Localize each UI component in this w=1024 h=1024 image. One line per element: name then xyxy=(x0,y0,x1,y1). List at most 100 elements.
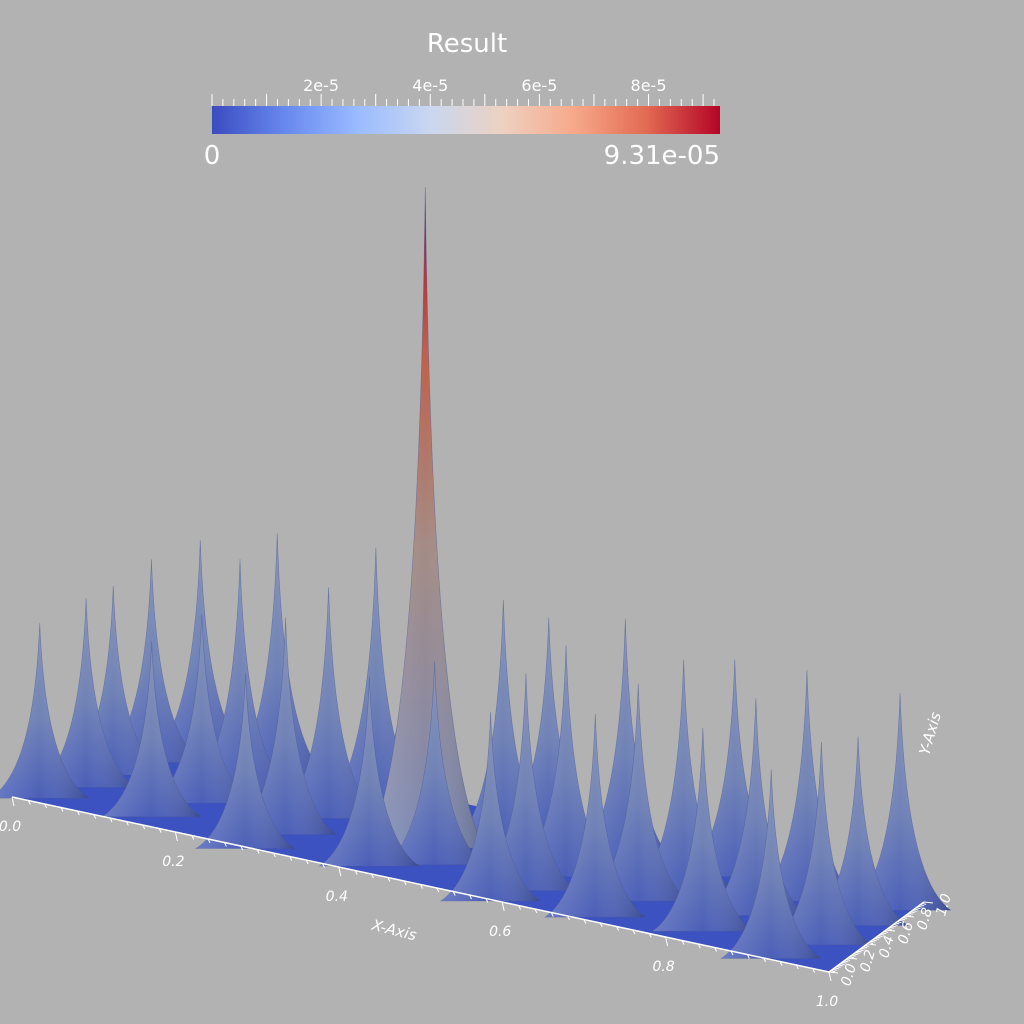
y-axis-tick-mark xyxy=(887,928,893,931)
x-axis-tick-mark xyxy=(599,922,603,928)
y-axis-tick-mark xyxy=(885,929,896,932)
x-axis-tick-mark xyxy=(567,915,571,921)
y-axis-tick-mark xyxy=(916,907,921,910)
colorbar-max-label: 9.31e-05 xyxy=(604,141,720,171)
x-axis-tick-mark xyxy=(632,929,636,935)
x-axis-tick-mark xyxy=(207,838,211,844)
x-axis-tick-mark xyxy=(648,933,652,938)
x-axis-tick-mark xyxy=(142,824,146,830)
x-axis-tick-label: 0.6 xyxy=(489,924,511,940)
y-axis-tick-mark xyxy=(883,930,889,933)
y-axis-tick-mark xyxy=(882,932,887,935)
y-axis-tick-mark xyxy=(868,942,874,945)
y-axis-tick-mark xyxy=(872,939,877,942)
y-axis-tick-mark xyxy=(902,916,908,919)
y-axis-tick-mark xyxy=(870,940,875,943)
x-axis-tick-mark xyxy=(93,814,97,819)
x-axis-tick-mark xyxy=(272,852,276,858)
x-axis-tick-mark xyxy=(109,817,113,823)
x-axis-tick-mark xyxy=(354,870,358,875)
x-axis-tick-mark xyxy=(27,800,31,805)
surface-max-peak xyxy=(364,187,486,849)
colorbar-title: Result xyxy=(427,29,507,59)
y-axis-tick-mark xyxy=(876,936,881,939)
y-axis-tick-mark xyxy=(921,902,927,905)
x-axis-tick-mark xyxy=(125,821,129,826)
y-axis-tick-mark xyxy=(842,961,847,964)
y-axis-tick-mark xyxy=(874,937,879,940)
surface-plot xyxy=(0,187,952,972)
x-axis-tick-mark xyxy=(338,866,342,877)
x-axis-tick-mark xyxy=(452,891,456,896)
surface-peak xyxy=(150,614,253,804)
x-axis-ticks: 0.0 0.2 0.4 0.6 0.8 1.0 xyxy=(0,796,838,1010)
y-axis-tick-mark xyxy=(844,960,849,963)
y-axis-tick-mark xyxy=(855,951,860,954)
y-axis-tick-label: 1.0 xyxy=(933,892,955,918)
colorbar: Result 2e-5 4e-5 6e-5 8e-5 0 9.31e-05 xyxy=(204,29,720,171)
x-axis-tick-mark xyxy=(550,912,554,917)
surface-peak xyxy=(100,641,203,817)
x-axis-tick-label: 0.8 xyxy=(652,959,674,975)
x-axis-tick-mark xyxy=(779,961,783,966)
colorbar-gradient xyxy=(212,106,720,134)
y-axis-tick-mark xyxy=(830,970,836,973)
surface-peak xyxy=(755,669,859,902)
y-axis-tick-mark xyxy=(853,953,858,956)
x-axis-tick-mark xyxy=(812,968,816,973)
x-axis-tick-mark xyxy=(174,831,178,842)
y-axis-tick-label: 0.4 xyxy=(876,934,898,960)
x-axis-tick-mark xyxy=(518,905,521,910)
y-axis-tick-mark xyxy=(880,933,885,936)
y-axis-tick-mark xyxy=(834,967,839,970)
x-axis-tick-mark xyxy=(387,877,391,882)
surface-peak xyxy=(35,598,138,788)
surface-peak xyxy=(439,712,542,902)
colorbar-tick-label: 4e-5 xyxy=(412,76,448,95)
x-axis-tick-mark xyxy=(485,898,489,903)
y-axis-tick-mark xyxy=(878,935,883,938)
x-axis-tick-mark xyxy=(697,943,701,949)
y-axis-tick-mark xyxy=(849,956,855,959)
y-axis-tick-mark xyxy=(857,950,862,953)
colorbar-ticks: 2e-5 4e-5 6e-5 8e-5 xyxy=(211,76,715,106)
surface-peak xyxy=(704,698,808,916)
y-axis-tick-mark xyxy=(914,908,919,911)
y-axis-tick-mark xyxy=(893,923,898,926)
x-axis-tick-mark xyxy=(746,954,750,959)
x-axis-tick-label: 0.0 xyxy=(0,819,21,835)
y-axis-tick-mark xyxy=(920,904,925,907)
x-axis-tick-mark xyxy=(469,894,472,900)
y-axis-tick-label: 0.8 xyxy=(914,906,936,932)
x-axis-tick-mark xyxy=(501,901,505,912)
y-axis-tick-mark xyxy=(832,968,837,971)
y-axis-tick-mark xyxy=(899,919,904,922)
y-axis-title: Y-Axis xyxy=(916,710,945,757)
y-axis-tick-mark xyxy=(889,926,894,929)
y-axis-tick-mark xyxy=(897,921,902,924)
y-axis-tick-mark xyxy=(904,915,915,918)
y-axis-tick-label: 0.2 xyxy=(857,948,879,974)
y-axis-tick-mark xyxy=(828,971,839,974)
y-axis-tick-mark xyxy=(847,957,858,960)
y-axis-tick-mark xyxy=(859,949,864,952)
x-axis-tick-mark xyxy=(322,863,325,868)
y-axis-tick-mark xyxy=(864,944,870,947)
x-axis-tick-mark xyxy=(403,880,407,886)
y-axis-tick-mark xyxy=(923,901,934,904)
x-axis-tick-mark xyxy=(795,964,799,970)
x-axis-tick-mark xyxy=(191,835,195,840)
y-axis-tick-mark xyxy=(851,954,856,957)
surface-peak xyxy=(720,769,823,959)
y-axis-tick-mark xyxy=(908,912,913,915)
y-axis-ticks: 0.00.20.40.60.81.0 xyxy=(828,892,955,988)
y-axis-tick-label: 0.6 xyxy=(895,920,917,946)
colorbar-tick-label: 2e-5 xyxy=(303,76,339,95)
x-axis-tick-mark xyxy=(763,957,767,963)
colorbar-min-label: 0 xyxy=(204,141,221,171)
x-axis-tick-mark xyxy=(616,926,620,931)
surface-peak xyxy=(194,673,297,849)
x-axis-tick-mark xyxy=(44,803,48,809)
x-axis-tick-mark xyxy=(158,828,162,833)
